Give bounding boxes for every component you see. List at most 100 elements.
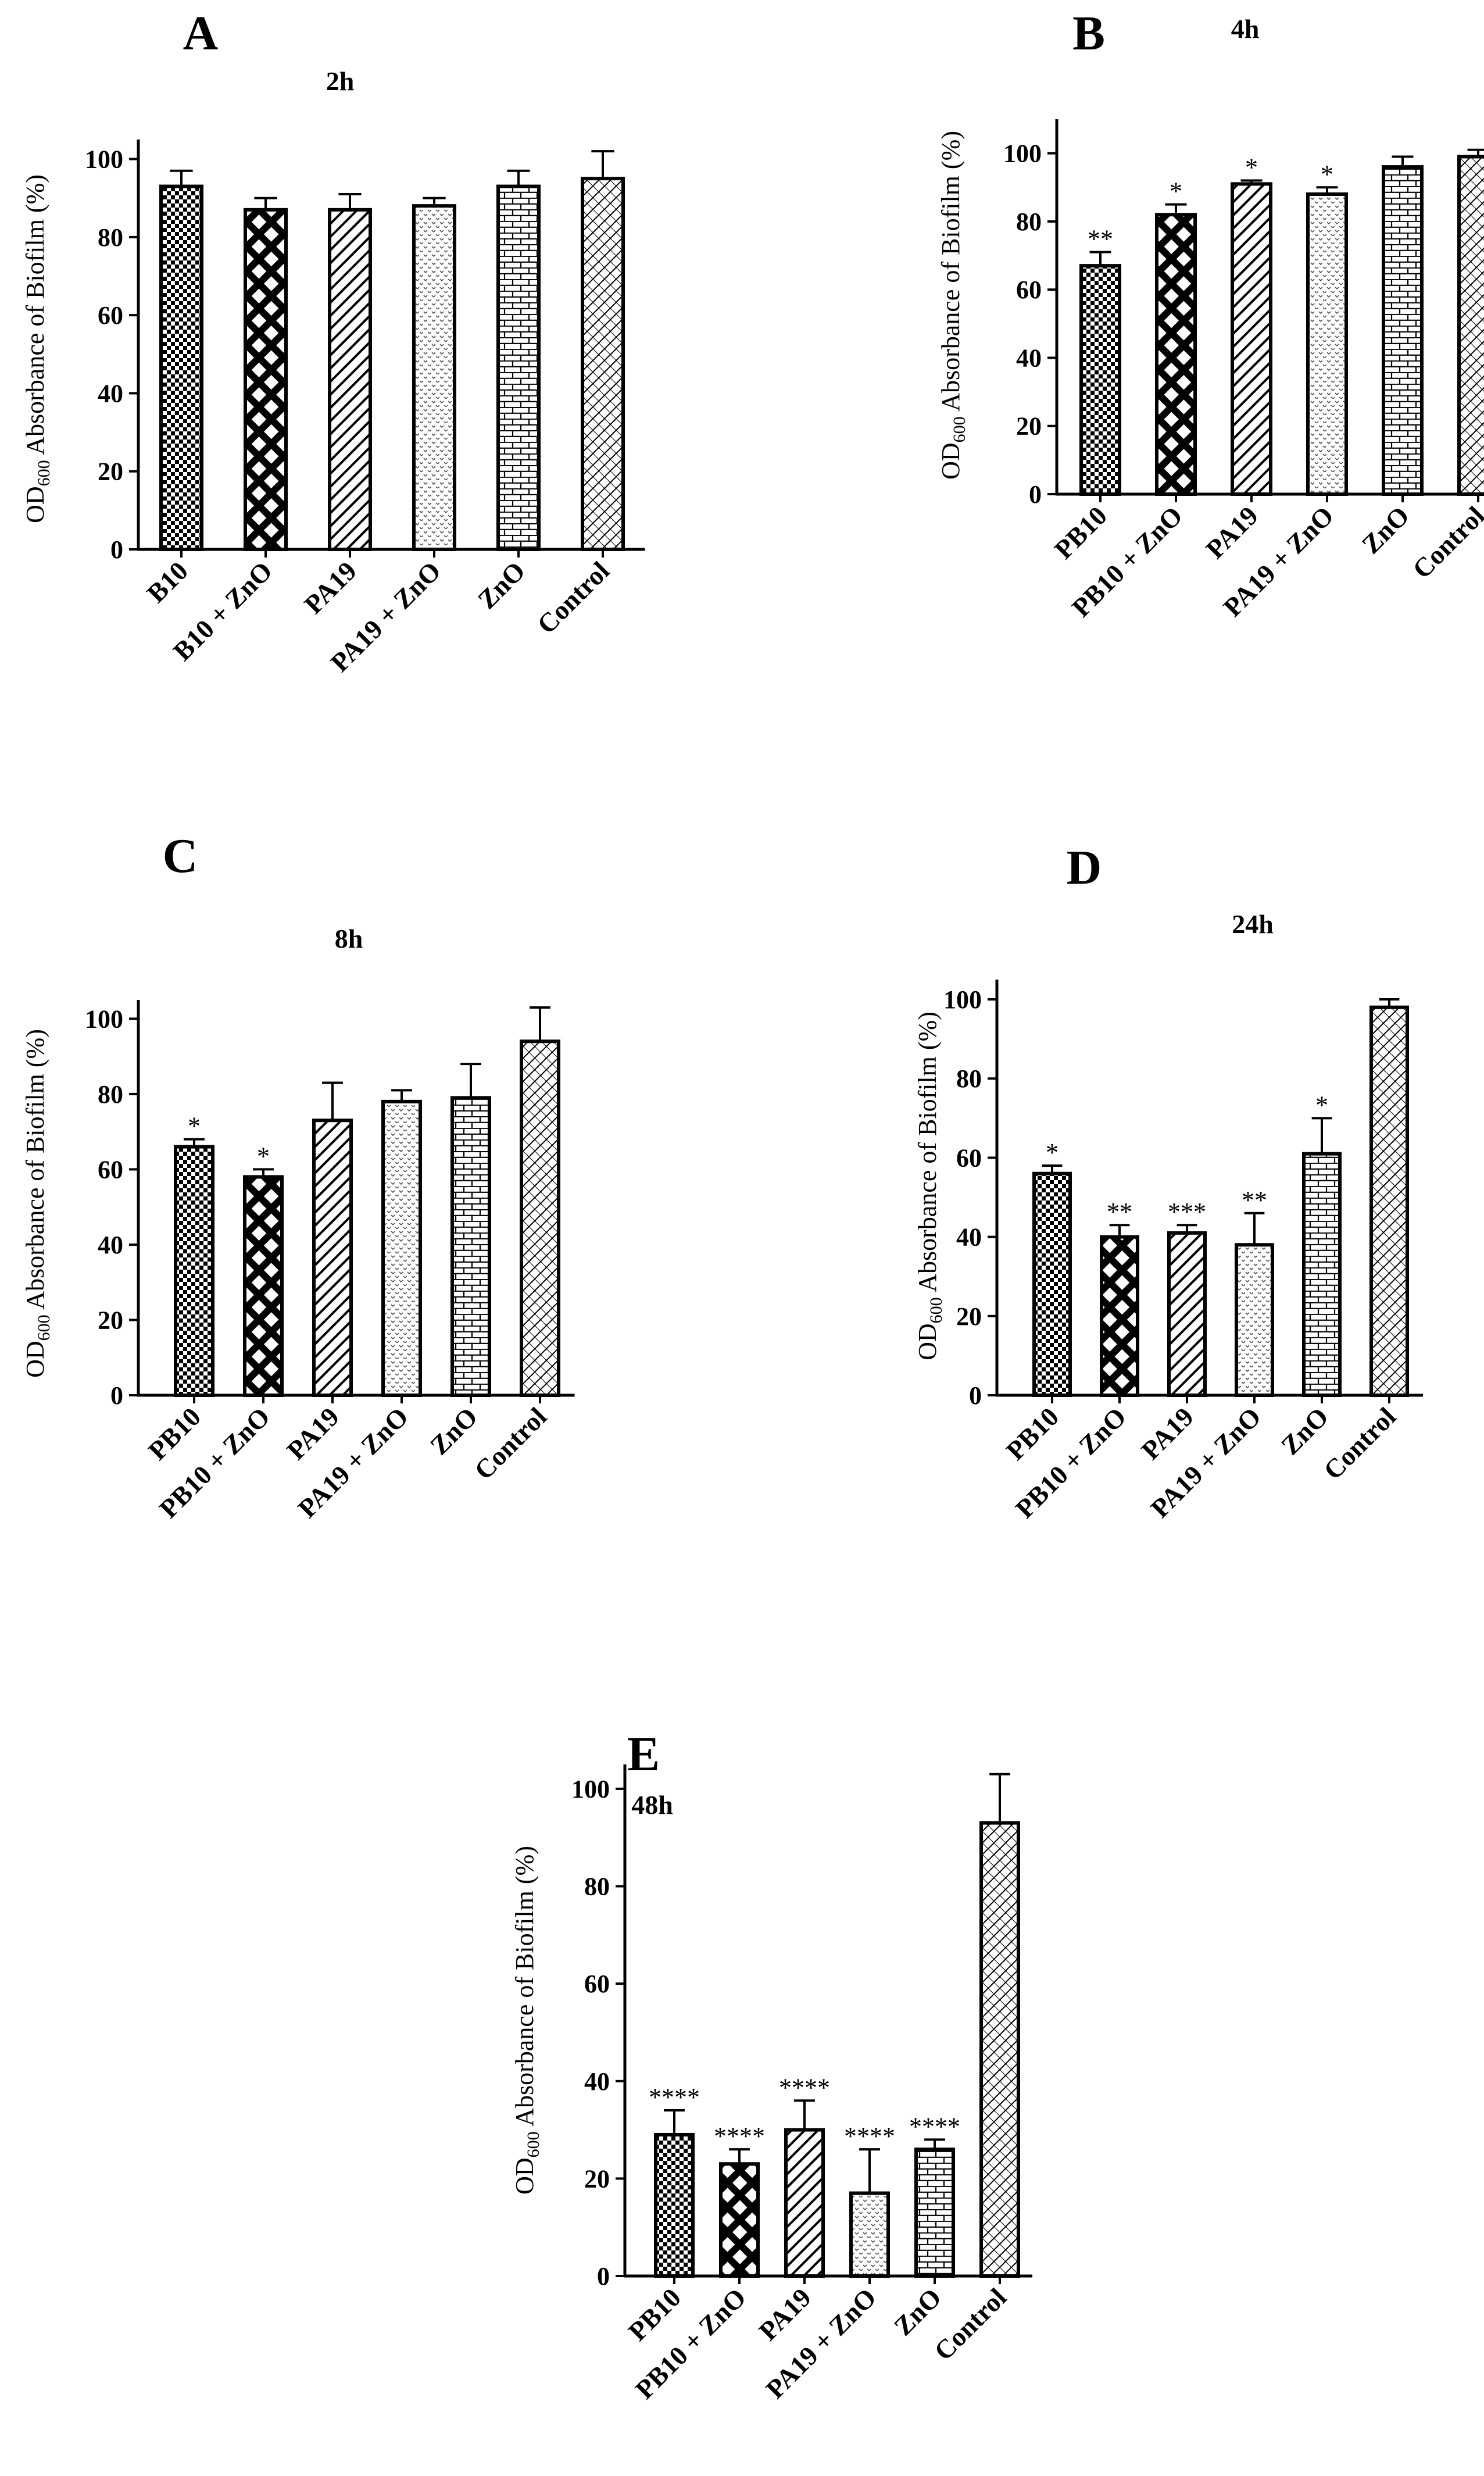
- y-axis-label-suffix: Absorbance of Biofilm (%): [936, 131, 965, 416]
- panel-letter: E: [627, 1727, 660, 1781]
- y-axis-label-subscript: 600: [34, 1314, 53, 1341]
- significance-mark: ****: [844, 2122, 895, 2150]
- bar: [1302, 1152, 1342, 1397]
- significance-mark: ****: [714, 2122, 765, 2150]
- y-tick-label: 0: [110, 1381, 123, 1410]
- y-axis-label: OD600 Absorbance of Biofilm (%): [936, 131, 969, 480]
- x-tick-label: PA19: [1136, 1402, 1200, 1466]
- panel-title: 8h: [335, 924, 363, 953]
- bar: [784, 2128, 825, 2278]
- y-axis-label-subscript: 600: [34, 460, 53, 486]
- x-tick-label: ZnO: [424, 1402, 483, 1460]
- panel-letter: D: [1067, 841, 1102, 895]
- x-tick-label: ZnO: [1356, 501, 1415, 559]
- panel-title: 48h: [631, 1790, 673, 1820]
- significance-mark: ****: [779, 2073, 830, 2102]
- y-tick-label: 100: [571, 1775, 610, 1803]
- y-axis-label-prefix: OD: [21, 486, 49, 523]
- y-tick-label: 80: [956, 1064, 982, 1093]
- x-tick-label: Control: [531, 556, 615, 639]
- significance-mark: *: [1315, 1091, 1328, 1119]
- y-tick-label: 0: [969, 1381, 982, 1410]
- significance-mark: *: [1245, 153, 1258, 182]
- bar: [381, 1099, 422, 1398]
- y-tick-label: 100: [943, 985, 982, 1014]
- y-tick-label: 100: [85, 145, 123, 174]
- x-tick-label: PA19: [1200, 501, 1264, 564]
- bar: [244, 208, 288, 552]
- y-tick-label: 0: [110, 535, 123, 564]
- y-axis-label-subscript: 600: [950, 416, 969, 442]
- y-tick-label: 40: [98, 379, 123, 408]
- significance-mark: *: [1170, 177, 1182, 206]
- y-tick-label: 60: [98, 1155, 123, 1184]
- x-tick-label: PA19: [281, 1402, 345, 1466]
- panel-c: C 8h OD600 Absorbance of Biofilm (%) 0 20 40 6…: [21, 829, 575, 1524]
- bar: [1306, 192, 1348, 496]
- bar: [1382, 165, 1424, 496]
- significance-mark: ****: [649, 2083, 700, 2111]
- x-tick-label: ZnO: [472, 556, 531, 614]
- y-tick-label: 60: [98, 301, 123, 330]
- bar: [412, 204, 456, 551]
- y-axis-label: OD600 Absorbance of Biofilm (%): [21, 174, 53, 523]
- y-axis-label-subscript: 600: [927, 1297, 946, 1323]
- y-axis-label-prefix: OD: [913, 1323, 942, 1360]
- y-tick-label: 20: [1016, 412, 1042, 441]
- significance-mark: **: [1107, 1198, 1132, 1226]
- y-axis-label-suffix: Absorbance of Biofilm (%): [21, 1029, 49, 1314]
- y-tick-label: 40: [584, 2067, 610, 2096]
- bar: [1079, 264, 1121, 496]
- y-tick-label: 60: [584, 1970, 610, 1998]
- significance-mark: *: [188, 1112, 201, 1141]
- significance-mark: **: [1088, 225, 1113, 253]
- x-tick-label: PB10: [142, 1402, 206, 1466]
- bar: [312, 1119, 353, 1397]
- significance-mark: *: [1046, 1138, 1059, 1167]
- y-tick-label: 60: [956, 1144, 982, 1172]
- y-axis-label-prefix: OD: [21, 1341, 49, 1378]
- panel-letter: C: [163, 829, 198, 883]
- y-tick-label: 20: [584, 2164, 610, 2193]
- panel-d: D 24h OD600 Absorbance of Biofilm (%) 0 20 40…: [913, 841, 1423, 1524]
- y-tick-label: 40: [956, 1223, 982, 1252]
- bar: [979, 1821, 1020, 2278]
- bar: [450, 1096, 491, 1398]
- bar: [328, 208, 372, 552]
- x-tick-label: Control: [1318, 1402, 1401, 1485]
- x-tick-label: Control: [1407, 501, 1484, 584]
- bar: [159, 184, 203, 552]
- bar: [719, 2162, 760, 2278]
- panel-title: 24h: [1232, 909, 1274, 939]
- bar: [1457, 155, 1484, 496]
- x-tick-label: Control: [928, 2282, 1012, 2366]
- bar: [654, 2132, 695, 2278]
- significance-mark: **: [1242, 1186, 1267, 1214]
- bar: [1235, 1243, 1274, 1397]
- panel-letter: A: [183, 6, 219, 60]
- bar: [1032, 1171, 1072, 1397]
- bar: [1167, 1231, 1207, 1398]
- significance-mark: *: [1321, 160, 1333, 188]
- x-tick-label: ZnO: [888, 2282, 947, 2341]
- y-axis-label-suffix: Absorbance of Biofilm (%): [21, 174, 49, 460]
- bar: [1155, 213, 1197, 496]
- y-axis-label-suffix: Absorbance of Biofilm (%): [510, 1846, 539, 2131]
- y-tick-label: 40: [98, 1231, 123, 1259]
- y-tick-label: 80: [584, 1873, 610, 1901]
- bar: [914, 2148, 955, 2278]
- bar: [1100, 1235, 1139, 1398]
- y-tick-label: 100: [1003, 140, 1042, 168]
- x-tick-label: PB10: [1049, 501, 1113, 564]
- x-tick-label: Control: [469, 1402, 552, 1485]
- y-axis-label: OD600 Absorbance of Biofilm (%): [21, 1029, 53, 1378]
- y-tick-label: 80: [98, 1080, 123, 1109]
- y-tick-label: 0: [597, 2262, 610, 2291]
- bar: [174, 1145, 214, 1397]
- y-axis-label-prefix: OD: [510, 2157, 539, 2195]
- x-tick-label: ZnO: [1275, 1402, 1334, 1460]
- bar: [243, 1175, 284, 1398]
- significance-mark: *: [257, 1142, 270, 1170]
